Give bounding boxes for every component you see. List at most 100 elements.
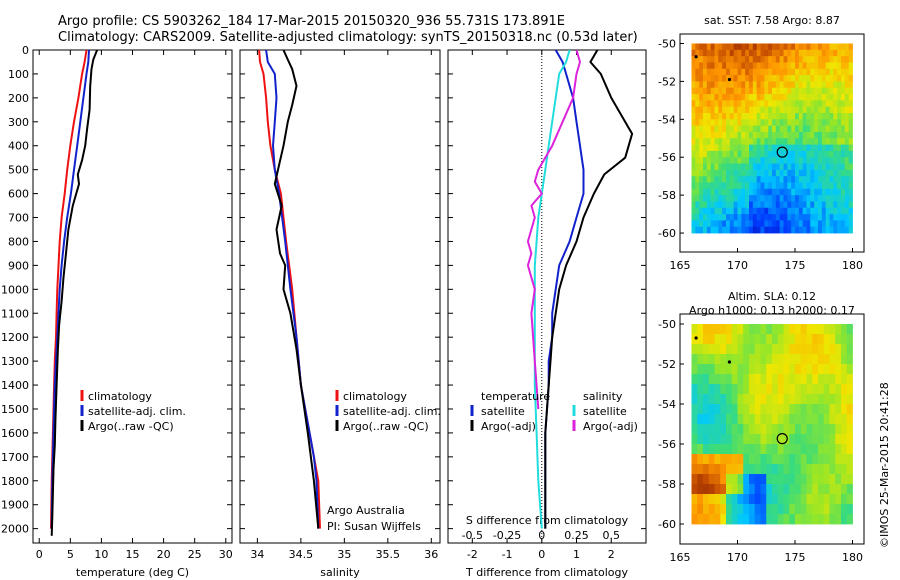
- map-cell: [714, 150, 719, 158]
- map-cell: [798, 87, 804, 95]
- map-cell: [718, 125, 723, 133]
- map-cell: [731, 464, 738, 475]
- map-cell: [829, 464, 836, 475]
- map-cell: [752, 195, 758, 202]
- map-cell: [829, 434, 836, 445]
- map-cell: [806, 125, 811, 133]
- map-cell: [787, 75, 792, 82]
- map-cell: [835, 444, 842, 455]
- map-cell: [733, 43, 738, 51]
- map-cell: [703, 354, 710, 365]
- map-cell: [752, 112, 758, 120]
- map-cell: [812, 464, 819, 475]
- map-cell: [775, 220, 781, 228]
- map-cell: [848, 207, 853, 215]
- map-cell: [848, 94, 853, 101]
- map-cell: [812, 484, 819, 495]
- map-cell: [787, 125, 792, 133]
- map-cell: [737, 364, 744, 375]
- map-cell: [731, 334, 738, 345]
- map-cell: [760, 169, 765, 177]
- map-cell: [833, 226, 838, 234]
- map-cell: [798, 43, 804, 51]
- map-cell: [841, 364, 848, 375]
- map-cell: [787, 144, 792, 152]
- map-cell: [703, 157, 708, 164]
- map-cell: [825, 43, 830, 51]
- map-cell: [752, 131, 758, 139]
- map-cell: [699, 188, 704, 196]
- map-cell: [821, 56, 827, 63]
- map-cell: [798, 81, 804, 89]
- map-cell: [806, 220, 811, 228]
- x-tick-label: 0: [538, 548, 545, 561]
- map-cell: [779, 220, 784, 228]
- map-cell: [798, 195, 804, 202]
- map-cell: [802, 226, 807, 234]
- map-cell: [833, 163, 838, 171]
- map-cell: [749, 138, 754, 145]
- map-cell: [752, 138, 758, 145]
- map-cell: [745, 201, 750, 209]
- map-cell: [708, 324, 715, 335]
- map-cell: [829, 220, 834, 228]
- map-cell: [837, 75, 842, 82]
- map-cell: [833, 195, 838, 202]
- map-cell: [775, 106, 781, 114]
- map-cell: [821, 176, 827, 183]
- map-cell: [814, 75, 819, 82]
- map-cell: [729, 169, 735, 177]
- map-cell: [749, 484, 756, 495]
- map-cell: [806, 112, 811, 120]
- map-cell: [812, 344, 819, 355]
- map-cell: [775, 81, 781, 89]
- map-cell: [760, 464, 767, 475]
- map-cell: [791, 87, 796, 95]
- map-cell: [814, 125, 819, 133]
- map-cell: [706, 207, 712, 215]
- map-cell: [749, 94, 754, 101]
- map-cell: [729, 226, 735, 234]
- map-cell: [848, 188, 853, 196]
- map-cell: [772, 68, 777, 76]
- map-cell: [829, 119, 834, 127]
- map-cell: [837, 144, 842, 152]
- map-cell: [703, 464, 710, 475]
- map-cell: [783, 94, 788, 101]
- map-cell: [708, 464, 715, 475]
- map-cell: [737, 344, 744, 355]
- map-cell: [800, 324, 807, 335]
- map-cell: [731, 514, 738, 525]
- map-cell: [791, 163, 796, 171]
- map-cell: [779, 226, 784, 234]
- map-cell: [710, 43, 715, 51]
- map-cell: [764, 144, 769, 152]
- y-tick-label: 400: [8, 140, 29, 153]
- map-cell: [829, 75, 834, 82]
- map-cell: [726, 384, 733, 395]
- map-cell: [714, 87, 719, 95]
- map-cell: [766, 514, 773, 525]
- map-cell: [848, 112, 853, 120]
- map-cell: [695, 68, 700, 76]
- map-cell: [764, 138, 769, 145]
- map-cell: [691, 195, 696, 202]
- map-cell: [720, 484, 727, 495]
- map-cell: [737, 169, 742, 177]
- map-cell: [733, 62, 738, 70]
- map-cell: [800, 514, 807, 525]
- map-cell: [703, 374, 710, 385]
- map-cell: [703, 494, 710, 505]
- map-cell: [837, 43, 842, 51]
- map-cell: [789, 374, 796, 385]
- map-cell: [726, 106, 731, 114]
- map-cell: [825, 131, 830, 139]
- map-cell: [775, 207, 781, 215]
- map-cell: [795, 354, 802, 365]
- map-cell: [695, 112, 700, 120]
- map-cell: [695, 87, 700, 95]
- map-cell: [825, 220, 830, 228]
- map-cell: [706, 138, 712, 145]
- map-cell: [764, 169, 769, 177]
- map-cell: [695, 214, 700, 221]
